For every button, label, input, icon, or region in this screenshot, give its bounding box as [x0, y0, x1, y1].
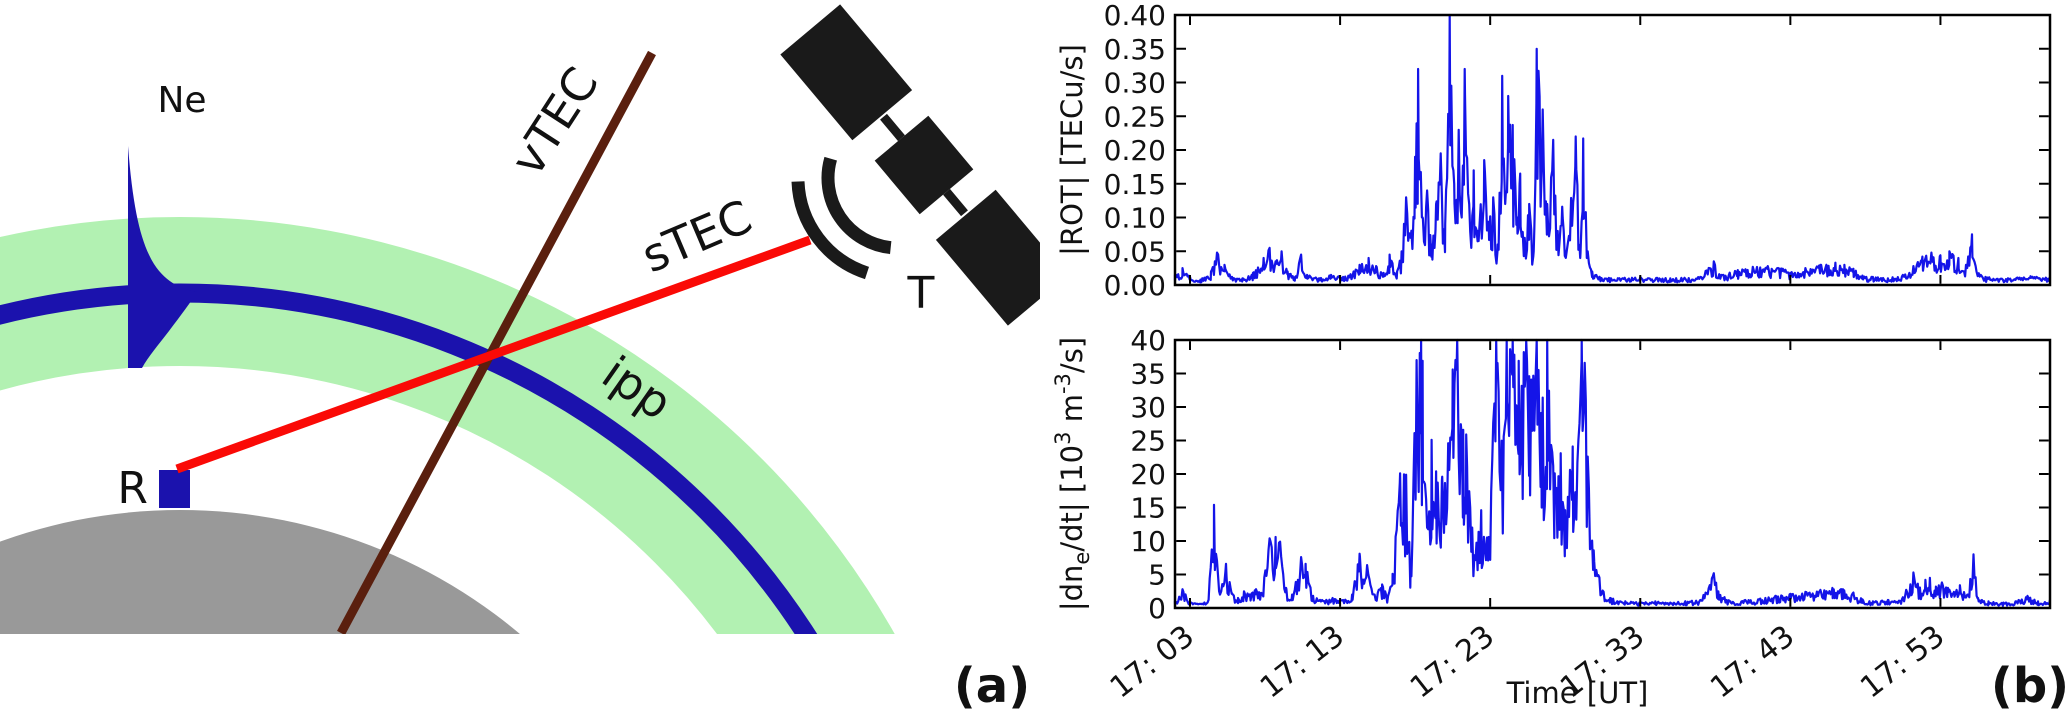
y-tick-label: 0.15: [1104, 168, 1166, 201]
x-tick-label: 17: 23: [1404, 619, 1501, 706]
panel-b-label: (b): [1991, 658, 2066, 713]
y-tick-label: 0: [1148, 592, 1166, 625]
receiver-box: [159, 470, 190, 508]
rot-series-line: [1173, 13, 2052, 284]
y-axis-label: |ROT| [TECu/s]: [1055, 44, 1089, 256]
panel-a-label: (a): [954, 658, 1030, 713]
y-tick-label: 35: [1130, 358, 1166, 391]
y-tick-label: 0.40: [1104, 0, 1166, 32]
y-tick-label: 15: [1130, 492, 1166, 525]
x-tick-label: 17: 53: [1854, 619, 1951, 706]
stec-line: [175, 235, 812, 474]
y-tick-label: 0.35: [1104, 33, 1166, 66]
earth: [0, 510, 520, 634]
electron-density-profile: [128, 146, 197, 368]
signal-wave-inner-icon: [821, 156, 892, 255]
panel-a-diagram: Ne R T vTEC sTEC ipp (a): [0, 4, 1040, 713]
transmitter-label: T: [907, 268, 935, 319]
satellite-solar-panel-icon: [935, 189, 1040, 326]
x-tick-label: 17: 13: [1254, 619, 1351, 706]
y-tick-label: 0.30: [1104, 67, 1166, 100]
receiver-label: R: [117, 463, 148, 514]
y-tick-label: 20: [1130, 458, 1166, 491]
y-tick-label: 30: [1130, 391, 1166, 424]
ne-label: Ne: [157, 80, 206, 121]
x-axis-label: Time [UT]: [1506, 676, 1649, 710]
y-tick-label: 0.00: [1104, 269, 1166, 302]
satellite-connector: [943, 188, 968, 217]
y-tick-label: 0.25: [1104, 100, 1166, 133]
y-tick-label: 10: [1130, 525, 1166, 558]
x-tick-label: 17: 03: [1104, 619, 1201, 706]
y-tick-label: 0.20: [1104, 134, 1166, 167]
y-axis-label: |dne/dt| [103 m-3/s]: [1051, 337, 1094, 611]
plot-frame: [1173, 13, 2052, 287]
satellite-body-icon: [874, 115, 974, 215]
signal-wave-outer-icon: [791, 181, 870, 280]
satellite-icon: [780, 4, 1040, 326]
plot-frame: [1173, 338, 2052, 610]
satellite-connector: [880, 113, 905, 142]
y-tick-label: 0.10: [1104, 202, 1166, 235]
y-tick-label: 0.05: [1104, 235, 1166, 268]
y-tick-label: 25: [1130, 425, 1166, 458]
diagram-shapes: [0, 50, 894, 634]
x-tick-label: 17: 43: [1704, 619, 1801, 706]
y-tick-label: 40: [1130, 324, 1166, 357]
vtec-line: [337, 50, 656, 634]
dnedt-series-line: [1173, 338, 2052, 607]
satellite-solar-panel-icon: [780, 4, 913, 141]
panel-b-plots: (b) 0.000.050.100.150.200.250.300.350.40…: [1051, 0, 2066, 713]
y-tick-label: 5: [1148, 559, 1166, 592]
